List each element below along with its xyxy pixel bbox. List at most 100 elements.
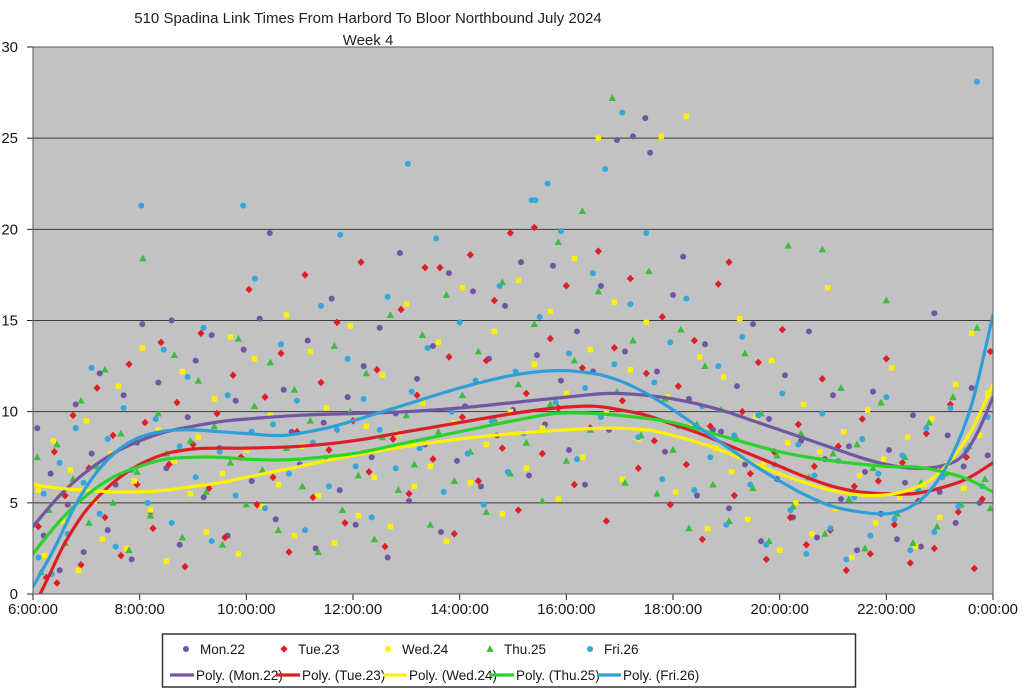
scatter-point bbox=[974, 78, 980, 85]
scatter-point bbox=[61, 491, 69, 500]
scatter-point bbox=[859, 436, 866, 443]
scatter-point bbox=[486, 645, 494, 652]
scatter-point bbox=[582, 481, 588, 488]
scatter-point bbox=[861, 544, 869, 552]
scatter-point bbox=[499, 511, 506, 517]
scatter-point bbox=[397, 305, 405, 314]
scatter-point bbox=[115, 383, 122, 389]
scatter-point bbox=[594, 287, 603, 295]
scatter-point bbox=[314, 548, 323, 555]
scatter-point bbox=[611, 361, 618, 368]
scatter-point bbox=[726, 505, 732, 512]
scatter-point bbox=[776, 547, 783, 553]
scatter-point bbox=[816, 449, 823, 455]
scatter-point bbox=[739, 333, 746, 340]
scatter-point bbox=[856, 472, 863, 479]
scatter-point bbox=[538, 497, 547, 504]
scatter-point bbox=[160, 346, 167, 353]
scatter-point bbox=[208, 332, 215, 339]
scatter-point bbox=[718, 428, 724, 435]
scatter-point bbox=[626, 274, 634, 283]
scatter-point bbox=[229, 371, 237, 379]
scatter-point bbox=[240, 346, 247, 353]
scatter-point bbox=[496, 282, 503, 289]
scatter-point bbox=[931, 529, 938, 536]
scatter-point bbox=[414, 375, 420, 382]
scatter-point bbox=[867, 532, 874, 539]
scatter-point bbox=[909, 539, 917, 546]
scatter-point bbox=[210, 422, 219, 430]
scatter-point bbox=[754, 358, 762, 367]
chart-title-line1: 510 Spadina Link Times From Harbord To B… bbox=[134, 10, 601, 27]
scatter-point bbox=[654, 368, 660, 375]
scatter-point bbox=[955, 503, 962, 510]
scatter-point bbox=[245, 285, 253, 294]
scatter-point bbox=[854, 547, 860, 554]
scatter-point bbox=[77, 561, 85, 569]
scatter-point bbox=[125, 360, 133, 369]
scatter-point bbox=[874, 477, 882, 485]
legend-label-poly-wed24: Poly. (Wed.24) bbox=[409, 668, 497, 683]
scatter-point bbox=[446, 270, 452, 277]
scatter-point bbox=[402, 411, 411, 419]
scatter-point bbox=[240, 202, 247, 209]
scatter-point bbox=[226, 458, 235, 466]
scatter-point bbox=[363, 423, 370, 429]
scatter-point bbox=[866, 550, 874, 558]
scatter-point bbox=[266, 229, 273, 236]
scatter-point bbox=[330, 342, 339, 349]
scatter-point bbox=[750, 321, 756, 328]
scatter-point bbox=[195, 434, 202, 440]
scatter-point bbox=[936, 488, 943, 495]
scatter-point bbox=[192, 357, 199, 364]
scatter-point bbox=[424, 344, 431, 351]
scatter-point bbox=[960, 485, 967, 491]
scatter-point bbox=[131, 478, 138, 484]
scatter-point bbox=[507, 408, 514, 415]
scatter-point bbox=[643, 319, 650, 326]
scatter-point bbox=[442, 291, 451, 298]
scatter-point bbox=[736, 315, 743, 322]
scatter-point bbox=[194, 376, 203, 384]
scatter-point bbox=[534, 352, 540, 359]
x-axis-label: 16:00:00 bbox=[537, 601, 595, 618]
scatter-point bbox=[602, 517, 610, 525]
x-axis-label: 22:00:00 bbox=[857, 601, 915, 618]
scatter-point bbox=[578, 364, 586, 372]
scatter-point bbox=[411, 483, 418, 490]
scatter-point bbox=[181, 562, 189, 571]
scatter-point bbox=[35, 487, 42, 493]
scatter-point bbox=[662, 448, 668, 455]
scatter-point bbox=[968, 330, 975, 336]
scatter-point bbox=[454, 457, 460, 464]
scatter-point bbox=[902, 479, 908, 486]
scatter-point bbox=[133, 480, 141, 489]
scatter-point bbox=[650, 437, 658, 445]
scatter-point bbox=[443, 538, 450, 544]
scatter-point bbox=[243, 447, 250, 453]
scatter-point bbox=[858, 415, 866, 423]
scatter-point bbox=[746, 469, 754, 478]
scatter-point bbox=[763, 541, 770, 548]
scatter-point bbox=[794, 420, 802, 429]
scatter-point bbox=[93, 384, 101, 392]
scatter-point bbox=[368, 454, 375, 461]
scatter-point bbox=[883, 394, 890, 401]
scatter-point bbox=[880, 456, 887, 462]
scatter-point bbox=[272, 516, 279, 523]
scatter-point bbox=[347, 323, 354, 329]
scatter-point bbox=[725, 258, 733, 266]
scatter-point bbox=[634, 464, 642, 472]
scatter-point bbox=[436, 263, 444, 272]
scatter-point bbox=[610, 344, 618, 352]
scatter-point bbox=[482, 356, 490, 365]
scatter-point bbox=[706, 422, 714, 431]
scatter-point bbox=[954, 508, 962, 516]
scatter-point bbox=[514, 380, 523, 388]
x-axis-label: 20:00:00 bbox=[750, 601, 808, 618]
scatter-point bbox=[168, 519, 175, 526]
scatter-point bbox=[141, 418, 149, 427]
scatter-point bbox=[427, 463, 434, 470]
